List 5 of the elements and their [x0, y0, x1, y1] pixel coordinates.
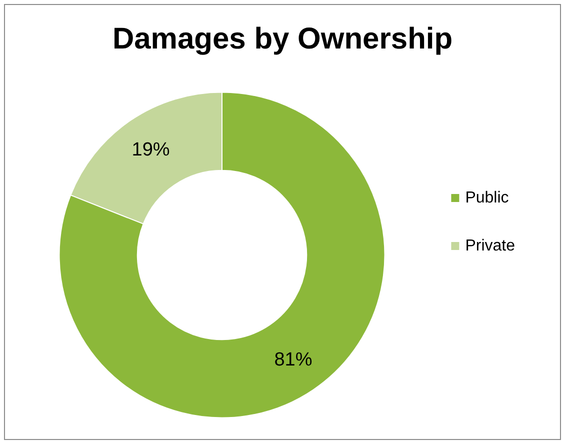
legend-label: Private	[465, 238, 516, 254]
chart-title: Damages by Ownership	[112, 22, 453, 56]
legend-label: Public	[465, 190, 509, 206]
data-label: 81%	[274, 349, 312, 370]
data-label: 19%	[132, 140, 170, 161]
